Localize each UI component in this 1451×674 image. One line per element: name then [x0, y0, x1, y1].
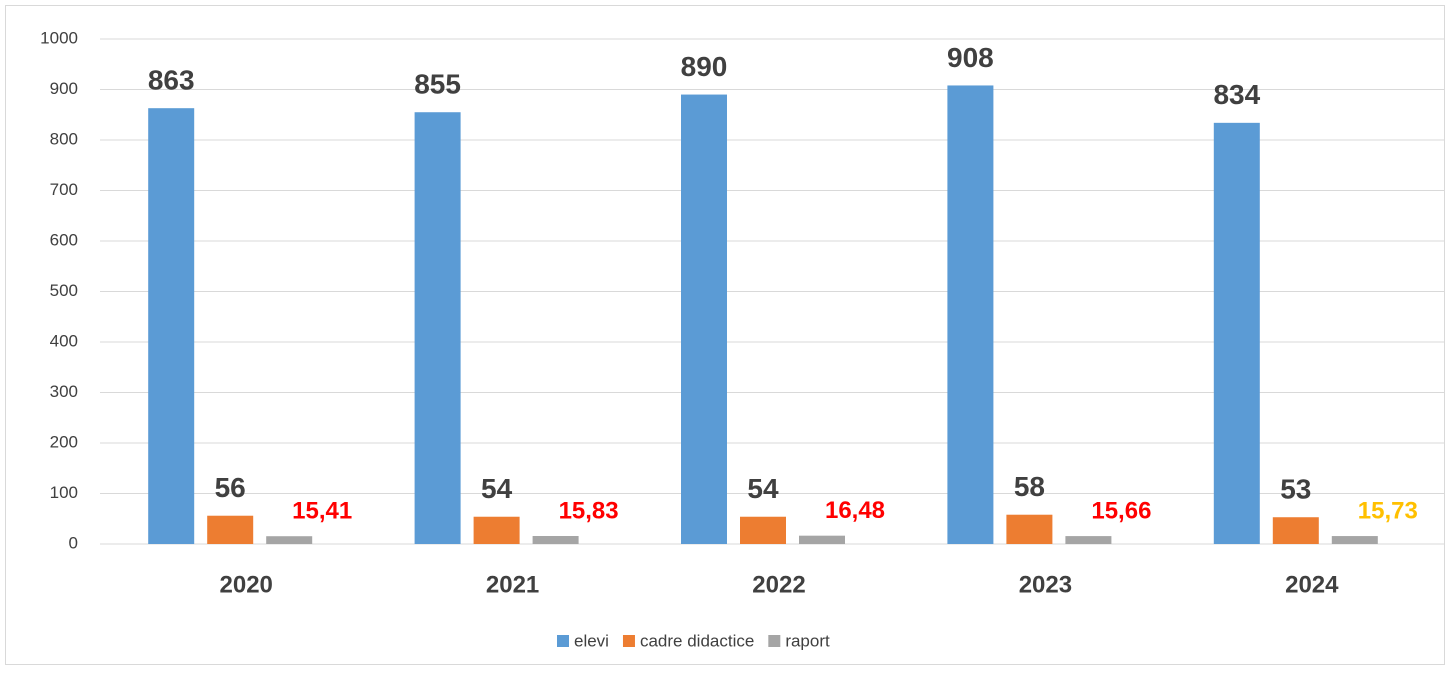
y-tick-label: 100: [50, 483, 78, 502]
x-tick-label: 2020: [220, 571, 273, 598]
legend-swatch: [557, 635, 569, 647]
bar: [532, 536, 579, 544]
data-label: 15,66: [1091, 497, 1151, 524]
y-tick-label: 0: [69, 533, 78, 552]
y-tick-label: 400: [50, 331, 78, 350]
y-tick-label: 500: [50, 281, 78, 300]
bar: [148, 108, 195, 544]
data-label: 54: [481, 473, 513, 504]
bar: [473, 516, 520, 544]
bar: [1006, 514, 1053, 544]
bar: [1331, 536, 1378, 544]
legend-label: cadre didactice: [640, 631, 754, 650]
x-tick-label: 2024: [1285, 571, 1339, 598]
legend-swatch: [622, 635, 635, 647]
x-tick-label: 2023: [1019, 571, 1072, 598]
data-label: 58: [1014, 471, 1045, 502]
data-label: 54: [747, 473, 779, 504]
data-label: 908: [947, 42, 994, 73]
bar: [947, 85, 994, 545]
bar: [1272, 517, 1319, 544]
y-tick-label: 1000: [40, 28, 78, 47]
y-tick-label: 700: [50, 180, 78, 199]
y-tick-label: 200: [50, 432, 78, 451]
y-tick-label: 300: [50, 382, 78, 401]
data-label: 863: [148, 65, 195, 96]
bar: [1213, 122, 1260, 544]
legend-swatch: [768, 635, 781, 647]
data-label: 834: [1213, 79, 1260, 110]
bar: [207, 515, 254, 544]
legend-label: elevi: [574, 631, 609, 650]
data-label: 15,41: [292, 498, 352, 525]
legend-label: raport: [785, 631, 830, 650]
bar: [740, 516, 786, 544]
bar: [414, 112, 461, 544]
data-label: 56: [215, 472, 246, 503]
bar: [266, 536, 313, 544]
y-tick-label: 600: [50, 230, 78, 249]
data-label: 15,83: [559, 497, 619, 524]
x-tick-label: 2022: [752, 571, 805, 598]
data-label: 890: [681, 51, 728, 82]
y-tick-label: 900: [50, 79, 78, 98]
bar: [799, 535, 845, 544]
data-label: 855: [414, 69, 461, 100]
x-tick-label: 2021: [486, 571, 539, 598]
data-label: 16,48: [825, 497, 885, 524]
bar: [681, 94, 727, 545]
y-tick-label: 800: [50, 129, 78, 148]
data-label: 15,73: [1358, 497, 1418, 524]
bar: [1065, 536, 1112, 544]
data-label: 53: [1280, 474, 1311, 505]
